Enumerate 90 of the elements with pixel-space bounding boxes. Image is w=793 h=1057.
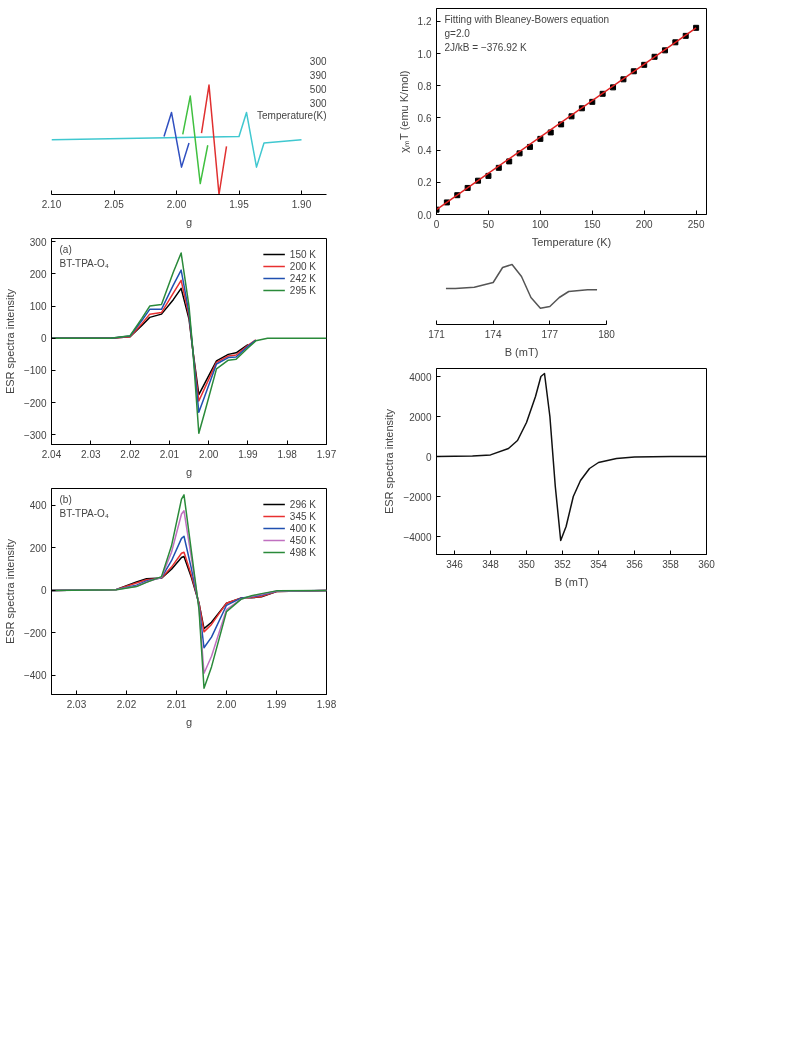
- x-tick-label: 1.90: [291, 198, 312, 210]
- x-tick-label: 1.99: [238, 448, 259, 460]
- y-tick-label: −300: [23, 429, 47, 441]
- x-tick-label: 2.05: [104, 198, 125, 210]
- y-tick-label: 400: [29, 500, 47, 512]
- y-tick-label: 1.0: [417, 48, 432, 60]
- annotation: 300: [309, 97, 327, 109]
- legend-label: 242 K: [289, 272, 316, 284]
- y-tick-label: −100: [23, 365, 47, 377]
- y-axis-title: ESR spectra intensity: [3, 538, 16, 645]
- x-tick-label: 346: [446, 558, 464, 570]
- x-tick-label: 2.04: [41, 448, 62, 460]
- y-tick-label: 0.4: [417, 145, 432, 157]
- y-tick-label: −400: [23, 670, 47, 682]
- legend-label: 498 K: [289, 546, 316, 558]
- x-axis-title: g: [185, 465, 193, 478]
- x-tick-label: 177: [541, 328, 559, 340]
- legend-label: 400 K: [289, 522, 316, 534]
- annotation: BT-TPA-O₄: [59, 507, 109, 519]
- y-tick-label: 0.0: [417, 209, 432, 221]
- x-tick-label: 1.98: [277, 448, 298, 460]
- annotation: Temperature(K): [257, 109, 327, 121]
- x-tick-label: 174: [484, 328, 502, 340]
- x-tick-label: 1.98: [316, 698, 337, 710]
- x-tick-label: 150: [583, 218, 602, 230]
- x-tick-label: 2.02: [120, 448, 141, 460]
- y-axis-title: ESR spectra intensity: [3, 288, 16, 395]
- legend-label: 345 K: [289, 510, 316, 522]
- text: 300: [309, 55, 327, 67]
- y-tick-label: −2000: [403, 491, 432, 503]
- x-tick-label: 350: [518, 558, 536, 570]
- y-tick-label: 4000: [409, 371, 432, 383]
- annotation: 500: [309, 83, 327, 95]
- x-tick-label: 1.97: [316, 448, 337, 460]
- y-tick-label: 300: [29, 236, 47, 248]
- annotation: BT-TPA-O₄: [59, 257, 109, 269]
- x-axis-title: Temperature (K): [531, 235, 612, 248]
- x-tick-label: 200: [635, 218, 653, 230]
- y-tick-label: 2000: [409, 411, 432, 423]
- legend-label: 200 K: [289, 260, 316, 272]
- x-tick-label: 2.01: [166, 698, 187, 710]
- x-tick-label: 0: [433, 218, 440, 230]
- y-tick-label: 1.2: [417, 16, 432, 28]
- x-tick-label: 2.00: [198, 448, 219, 460]
- legend-label: 295 K: [289, 284, 316, 296]
- x-tick-label: 356: [626, 558, 644, 570]
- x-axis-title: B (mT): [554, 575, 589, 588]
- y-tick-label: 0.2: [417, 177, 432, 189]
- x-tick-label: 1.99: [266, 698, 287, 710]
- x-axis-title: g: [185, 715, 193, 728]
- text: 390: [309, 69, 327, 81]
- y-axis-title: ESR spectra intensity: [383, 408, 396, 515]
- x-tick-label: 2.00: [166, 198, 187, 210]
- x-tick-label: 352: [554, 558, 572, 570]
- x-tick-label: 2.03: [66, 698, 87, 710]
- y-tick-label: 0: [40, 585, 47, 597]
- x-tick-label: 100: [532, 218, 550, 230]
- y-tick-label: 200: [29, 268, 47, 280]
- annotation: Fitting with Bleaney-Bowers equation: [444, 13, 610, 25]
- y-tick-label: 200: [29, 542, 47, 554]
- x-tick-label: 50: [482, 218, 495, 230]
- x-tick-label: 250: [687, 218, 705, 230]
- x-tick-label: 180: [598, 328, 616, 340]
- x-tick-label: 358: [662, 558, 680, 570]
- annotation: g=2.0: [444, 27, 471, 39]
- legend-label: 296 K: [289, 498, 316, 510]
- x-tick-label: 2.03: [81, 448, 101, 460]
- annotation: (b): [59, 493, 72, 505]
- x-axis-title: B (mT): [504, 345, 539, 358]
- x-tick-label: 348: [482, 558, 500, 570]
- y-tick-label: 0.8: [417, 80, 432, 92]
- x-axis-title: g: [185, 215, 193, 228]
- y-tick-label: −4000: [403, 531, 432, 543]
- y-tick-label: 0.6: [417, 112, 432, 124]
- annotation: (a): [59, 243, 72, 255]
- x-tick-label: 2.00: [216, 698, 237, 710]
- y-tick-label: 100: [29, 301, 47, 313]
- x-tick-label: 171: [428, 328, 446, 340]
- x-tick-label: 1.95: [229, 198, 250, 210]
- y-axis-title: χₘT (emu K/mol): [397, 70, 410, 153]
- annotation: 2J/kB = −376.92 K: [444, 41, 528, 53]
- y-tick-label: −200: [23, 397, 47, 409]
- x-tick-label: 2.10: [41, 198, 62, 210]
- legend-label: 450 K: [289, 534, 316, 546]
- x-tick-label: 360: [698, 558, 716, 570]
- x-tick-label: 2.01: [159, 448, 180, 460]
- y-tick-label: −200: [23, 627, 47, 639]
- x-tick-label: 2.02: [116, 698, 137, 710]
- x-tick-label: 354: [590, 558, 608, 570]
- legend-label: 150 K: [289, 248, 316, 260]
